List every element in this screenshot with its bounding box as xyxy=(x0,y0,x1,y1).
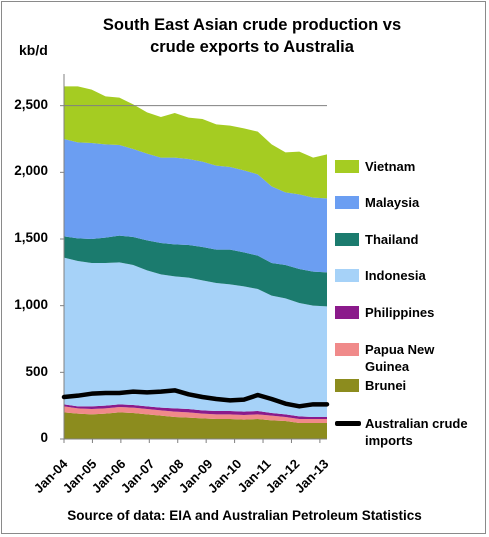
legend-label: Vietnam xyxy=(365,159,416,174)
legend-label: Malaysia xyxy=(365,195,420,210)
legend-label: Philippines xyxy=(365,305,435,320)
area-series-papua-new-guinea xyxy=(64,406,327,423)
legend-line-australian-crude-imports xyxy=(335,421,361,426)
chart-title-line-2: crude exports to Australia xyxy=(150,38,354,56)
legend-swatch-philippines xyxy=(335,306,359,319)
legend-swatch-malaysia xyxy=(335,196,359,209)
line-series-australian-crude-imports xyxy=(61,388,330,409)
legend-swatch-papua-new-guinea xyxy=(335,343,359,356)
area-series-vietnam xyxy=(64,86,327,199)
legend-label: Indonesia xyxy=(365,268,426,283)
area-series-malaysia xyxy=(64,139,327,273)
legend-swatch-brunei xyxy=(335,379,359,392)
source-note: Source of data: EIA and Australian Petro… xyxy=(67,508,422,523)
legend-label: Papua New Guinea xyxy=(365,342,435,374)
y-tick-label: 2,000 xyxy=(14,163,48,178)
y-tick-label: 1,500 xyxy=(14,230,48,245)
y-axis-unit-label: kb/d xyxy=(19,42,48,58)
y-tick-label: 1,000 xyxy=(14,297,48,312)
y-tick-label: 0 xyxy=(40,430,48,445)
legend-label: Brunei xyxy=(365,378,407,393)
legend-swatch-vietnam xyxy=(335,160,359,173)
area-series-brunei xyxy=(64,412,327,439)
legend-label: Australian crude imports xyxy=(365,416,468,448)
chart-title-line-1: South East Asian crude production vs xyxy=(102,16,402,34)
area-series-thailand xyxy=(64,235,327,307)
y-tick-label: 2,500 xyxy=(14,97,48,112)
y-tick-label: 500 xyxy=(25,364,48,379)
legend-swatch-thailand xyxy=(335,233,359,246)
legend-label: Thailand xyxy=(365,232,419,247)
legend-swatch-indonesia xyxy=(335,269,359,282)
area-series-indonesia xyxy=(64,257,327,417)
area-series-philippines xyxy=(64,404,327,419)
